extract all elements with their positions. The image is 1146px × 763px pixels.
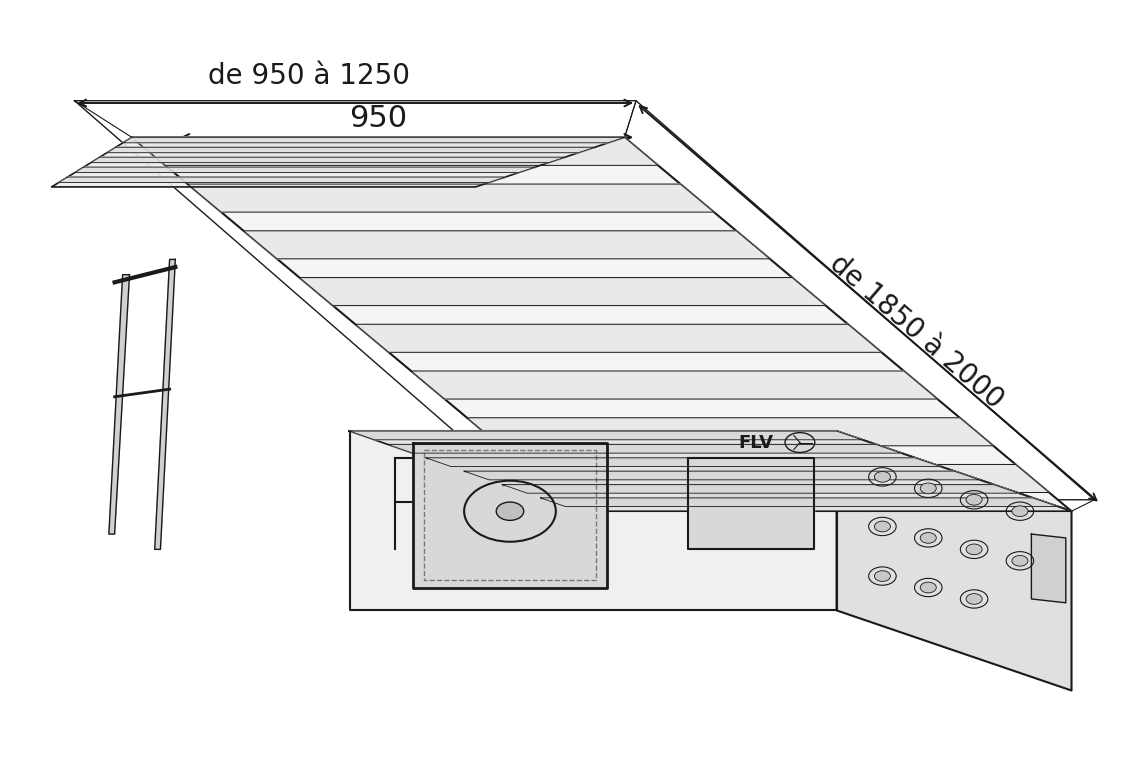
- Circle shape: [966, 594, 982, 604]
- Polygon shape: [350, 431, 837, 610]
- Polygon shape: [132, 137, 1072, 511]
- Polygon shape: [243, 231, 770, 259]
- Polygon shape: [109, 275, 129, 534]
- Circle shape: [966, 494, 982, 505]
- Circle shape: [1012, 555, 1028, 566]
- Text: de 1850 à 2000: de 1850 à 2000: [824, 250, 1010, 414]
- Polygon shape: [413, 443, 607, 588]
- Polygon shape: [299, 278, 825, 306]
- Circle shape: [874, 571, 890, 581]
- Polygon shape: [523, 465, 1049, 493]
- Circle shape: [920, 483, 936, 494]
- Polygon shape: [350, 431, 1072, 511]
- Polygon shape: [132, 137, 658, 166]
- Text: de 950 à 1250: de 950 à 1250: [209, 63, 410, 90]
- Polygon shape: [411, 371, 937, 399]
- Polygon shape: [107, 147, 595, 153]
- Polygon shape: [541, 498, 1058, 507]
- Polygon shape: [466, 418, 994, 446]
- Polygon shape: [123, 137, 625, 143]
- Polygon shape: [426, 458, 941, 466]
- Circle shape: [874, 521, 890, 532]
- Polygon shape: [91, 157, 565, 163]
- Polygon shape: [387, 444, 901, 453]
- Circle shape: [920, 533, 936, 543]
- Polygon shape: [837, 431, 1072, 691]
- Polygon shape: [155, 259, 175, 549]
- Circle shape: [920, 582, 936, 593]
- Text: FLV: FLV: [739, 433, 774, 452]
- Circle shape: [874, 472, 890, 482]
- Polygon shape: [58, 177, 505, 182]
- Circle shape: [966, 544, 982, 555]
- Polygon shape: [350, 431, 862, 439]
- Polygon shape: [688, 458, 814, 549]
- Polygon shape: [350, 431, 1072, 511]
- Polygon shape: [1031, 534, 1066, 603]
- Text: 950: 950: [350, 104, 407, 133]
- Polygon shape: [502, 485, 1019, 493]
- Polygon shape: [355, 324, 881, 353]
- Polygon shape: [464, 472, 980, 480]
- Polygon shape: [188, 184, 714, 212]
- Circle shape: [496, 502, 524, 520]
- Polygon shape: [52, 137, 625, 187]
- Circle shape: [1012, 506, 1028, 517]
- Polygon shape: [74, 167, 535, 172]
